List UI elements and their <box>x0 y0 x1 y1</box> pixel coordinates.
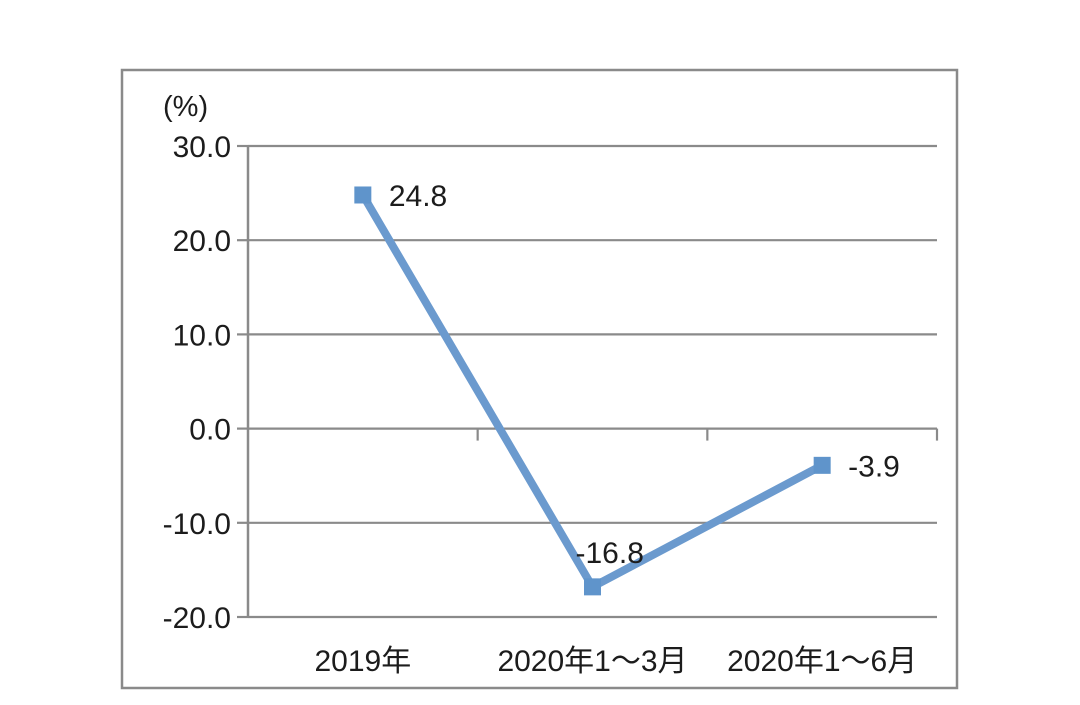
data-label: -16.8 <box>576 537 644 570</box>
y-axis-unit-label: (%) <box>163 91 208 123</box>
data-point-labels: 24.8 -16.8 -3.9 <box>389 180 900 570</box>
series-marker <box>354 186 372 204</box>
axes <box>237 144 939 619</box>
x-category-label: 2020年1～3月 <box>497 645 687 678</box>
y-tick-label: -20.0 <box>163 602 231 635</box>
y-tick-label: 20.0 <box>173 225 231 258</box>
x-category-label: 2019年 <box>314 645 411 678</box>
chart-border <box>120 68 959 690</box>
y-tick-label: -10.0 <box>163 508 231 541</box>
data-series <box>354 186 831 596</box>
series-marker <box>813 456 831 474</box>
x-category-label: 2020年1～6月 <box>727 645 917 678</box>
y-tick-label: 30.0 <box>173 131 231 164</box>
series-marker <box>584 578 601 596</box>
y-tick-label: 10.0 <box>173 319 231 352</box>
x-axis-category-labels: 2019年 2020年1～3月 2020年1～6月 <box>314 645 917 678</box>
gridlines <box>248 144 937 619</box>
data-label: -3.9 <box>848 450 900 483</box>
series-line <box>358 190 827 591</box>
y-tick-label: 0.0 <box>189 414 231 447</box>
y-axis-tick-labels: 30.0 20.0 10.0 0.0 -10.0 -20.0 <box>163 131 231 635</box>
data-label: 24.8 <box>389 180 447 213</box>
